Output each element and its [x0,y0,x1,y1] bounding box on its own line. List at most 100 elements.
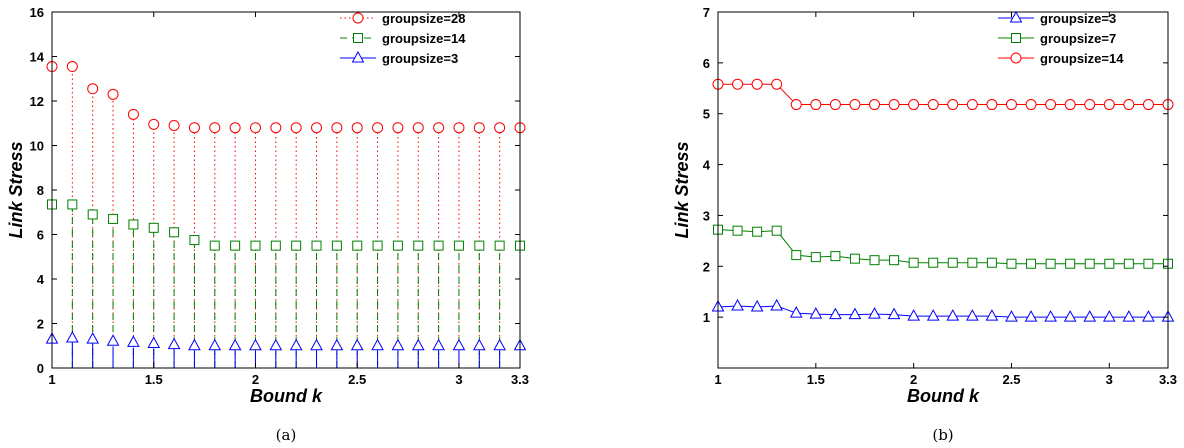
plot-frame-b [717,11,1169,369]
data-point [169,227,180,238]
data-point [888,99,900,111]
y-tick-label: 10 [30,139,44,154]
data-point [1026,258,1037,269]
data-point [66,330,79,343]
data-point [809,307,823,319]
data-point [1142,310,1155,322]
data-point [790,99,802,111]
data-point [1103,99,1115,111]
legend-item: groupsize=3 [998,10,1116,26]
data-point [1065,258,1076,269]
data-point [751,78,763,90]
data-point [1044,310,1057,322]
series-layer-a [45,61,527,368]
data-point [412,122,424,134]
series-groupsize=14 [47,199,525,368]
data-point [810,252,821,263]
data-point [208,338,222,351]
legend-item: groupsize=3 [340,50,458,66]
data-point [1084,258,1095,269]
data-point [331,122,343,134]
data-point [250,240,261,251]
data-point [474,240,485,251]
data-point [986,99,998,111]
data-point [1024,310,1038,322]
data-point [311,240,322,251]
data-point [731,298,744,311]
data-point [1005,310,1018,322]
data-point [829,99,841,111]
data-point [946,309,960,321]
data-point [1123,99,1135,111]
series-line [717,229,1168,265]
data-point [432,338,445,351]
data-point [848,307,862,320]
data-point [391,338,405,351]
data-point [87,209,98,220]
x-tick-label: 1.5 [807,372,825,387]
y-tick-label: 5 [703,107,710,122]
data-point [148,222,159,233]
data-point [127,335,140,347]
data-point [148,118,160,130]
data-point [494,122,506,134]
data-point [732,225,743,236]
data-point [907,309,920,321]
data-point [87,83,99,95]
data-point [66,61,78,73]
x-axis-title-a: Bound k [250,386,323,406]
data-point [249,122,261,134]
data-point [1064,99,1076,111]
data-point [494,240,505,251]
data-point [209,122,221,134]
x-tick-label: 2 [252,372,259,387]
data-point [791,250,802,261]
data-point [926,309,940,321]
legend-label: groupsize=14 [382,31,466,46]
y-ticks-a: 0 2 4 6 8 10 12 14 16 [30,5,520,376]
y-tick-label: 16 [30,5,44,20]
data-point [311,122,323,134]
legend-marker [353,33,363,43]
data-point [209,240,220,251]
y-tick-label: 2 [37,317,44,332]
legend-item: groupsize=14 [340,31,466,46]
data-point [927,99,939,111]
data-point [1084,99,1096,111]
data-point [291,240,302,251]
y-tick-label: 12 [30,94,44,109]
x-tick-label: 1 [48,372,55,387]
legend-b: groupsize=3 groupsize=7 groupsize=14 [998,10,1124,66]
series-layer-b [711,78,1175,322]
y-tick-label: 3 [703,208,710,223]
x-tick-label: 1 [714,372,721,387]
data-point [290,122,302,134]
data-point [869,99,881,111]
legend-label: groupsize=14 [1040,51,1124,66]
data-point [188,338,201,351]
y-tick-label: 6 [37,228,44,243]
data-point [107,88,119,100]
legend-marker [1009,10,1023,23]
data-point [1143,258,1154,269]
legend-item: groupsize=7 [998,31,1116,46]
data-point [147,336,161,349]
legend-label: groupsize=28 [382,11,465,26]
x-tick-label: 2 [910,372,917,387]
data-point [411,338,425,351]
data-point [849,253,860,264]
data-point [67,199,78,210]
x-tick-label: 3 [455,372,462,387]
data-point [1142,99,1154,111]
data-point [810,99,822,111]
series-groupsize=3 [45,330,527,368]
data-point [331,240,342,251]
data-point [188,122,200,134]
series-line [718,83,1168,106]
plot-frame-a [51,11,521,369]
legend-label: groupsize=3 [382,51,458,66]
data-point [1083,310,1097,322]
data-point [351,122,363,134]
legend-label: groupsize=3 [1040,11,1116,26]
